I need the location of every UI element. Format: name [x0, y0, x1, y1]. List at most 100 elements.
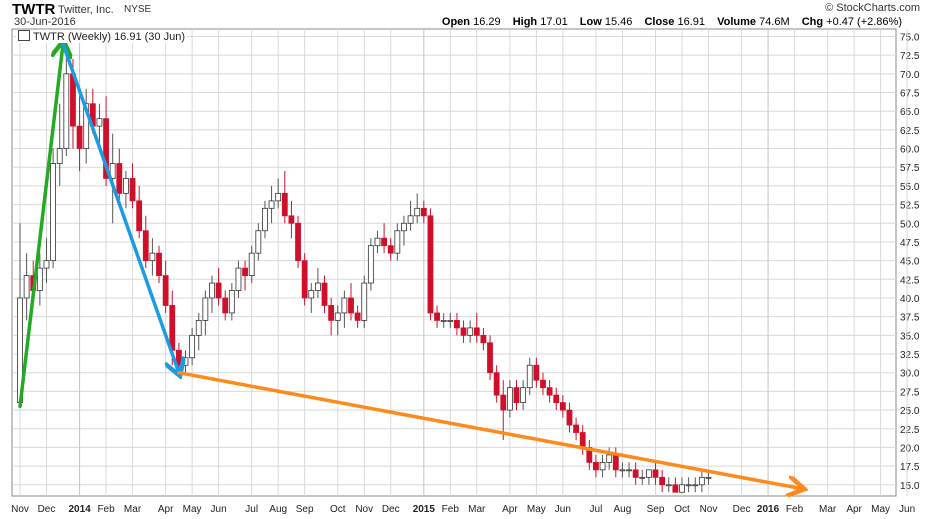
candle-body [341, 297, 348, 314]
stat-value-chg: +0.47 (+2.86%) [826, 16, 902, 28]
candle-body [262, 207, 268, 232]
y-tick-label: 20.0 [900, 443, 920, 454]
trend-arrow-orange [177, 370, 801, 489]
candle-body [626, 469, 632, 472]
candle-body [255, 230, 262, 254]
candle-body [679, 484, 685, 493]
x-tick-label: Sep [296, 504, 314, 515]
chart-header: TWTR Twitter, Inc. NYSE 30-Jun-2016 © St… [6, 0, 924, 30]
x-tick-label: Jul [590, 504, 603, 515]
candle-body [566, 409, 573, 426]
y-tick-label: 60.0 [900, 145, 920, 156]
candlestick-legend-icon [18, 30, 30, 41]
stat-label-volume: Volume [717, 16, 756, 28]
x-tick-label: May [527, 504, 546, 515]
candle-body [334, 312, 341, 321]
y-tick-label: 47.5 [900, 238, 920, 249]
candle-body [182, 357, 189, 366]
candle-body [394, 230, 401, 254]
candle-body [500, 394, 507, 411]
candle-body [593, 461, 599, 471]
candle-body [546, 387, 553, 396]
price-stats: Open 16.29 High 17.01 Low 15.46 Close 16… [442, 16, 902, 28]
candle-body [361, 282, 368, 321]
x-tick-label: Mar [819, 504, 837, 515]
candle-body [420, 207, 427, 217]
candle-body [692, 484, 699, 487]
x-tick-label: Jun [211, 504, 227, 515]
candle-body [202, 297, 209, 321]
candle-body [308, 290, 315, 299]
candle-body [646, 469, 652, 478]
candle-body [526, 364, 533, 389]
ticker-symbol: TWTR [12, 1, 56, 18]
x-tick-label: Apr [502, 504, 518, 515]
y-tick-label: 37.5 [900, 313, 920, 324]
legend-text: TWTR (Weekly) 16.91 (30 Jun) [33, 31, 186, 43]
x-tick-label: Nov [700, 504, 718, 515]
trend-arrow-green [18, 44, 63, 409]
chart-legend: TWTR (Weekly) 16.91 (30 Jun) [16, 30, 188, 43]
y-tick-label: 15.0 [900, 481, 920, 492]
y-tick-label: 50.0 [900, 219, 920, 230]
y-tick-label: 55.0 [900, 182, 920, 193]
x-tick-label: Apr [846, 504, 862, 515]
candle-body [43, 260, 50, 269]
x-tick-label: Oct [330, 504, 346, 515]
credit-text[interactable]: © StockCharts.com [825, 2, 920, 14]
x-tick-label: Mar [468, 504, 486, 515]
candle-body [520, 387, 527, 404]
candle-body [235, 267, 242, 291]
x-tick-label: Feb [97, 504, 115, 515]
candle-body [129, 178, 136, 202]
candle-body [23, 275, 30, 299]
candle-body [407, 215, 414, 224]
x-tick-label: Feb [786, 504, 804, 515]
candle-body [540, 379, 546, 389]
candle-body [156, 252, 162, 276]
candle-body [242, 267, 248, 276]
candle-body [281, 192, 288, 217]
candle-body [76, 125, 83, 149]
y-tick-label: 45.0 [900, 257, 920, 268]
candle-body [162, 275, 169, 306]
y-tick-label: 40.0 [900, 294, 920, 305]
candle-body [427, 215, 434, 314]
x-tick-label: Dec [38, 504, 56, 515]
candle-body [36, 267, 43, 291]
candle-body [228, 290, 235, 314]
y-tick-label: 25.0 [900, 406, 920, 417]
candle-body [56, 148, 63, 164]
candle-body [149, 252, 156, 262]
candle-body [685, 484, 692, 487]
candle-body [440, 320, 447, 322]
candle-body [169, 305, 176, 351]
candle-body [606, 454, 613, 463]
candle-body [652, 469, 659, 478]
candle-body [665, 484, 672, 487]
candle-body [659, 476, 666, 486]
candle-body [63, 73, 70, 149]
candle-body [487, 342, 493, 374]
y-tick-label: 52.5 [900, 201, 920, 212]
candle-body [473, 327, 480, 336]
candle-body [639, 476, 646, 479]
candle-body [506, 387, 513, 411]
x-tick-label: Jun [899, 504, 915, 515]
candle-body [123, 178, 129, 194]
candle-body [103, 118, 109, 179]
x-tick-label: Jul [245, 504, 258, 515]
x-tick-label: Mar [124, 504, 142, 515]
candle-body [301, 260, 308, 299]
candle-body [50, 163, 56, 262]
candle-body [142, 230, 149, 262]
candle-body [195, 320, 202, 336]
y-tick-label: 62.5 [900, 126, 920, 137]
x-tick-label: Aug [614, 504, 632, 515]
y-tick-label: 27.5 [900, 387, 920, 398]
candle-body [248, 252, 255, 276]
y-tick-label: 65.0 [900, 107, 920, 118]
candle-body [295, 222, 301, 262]
candle-body [288, 215, 295, 224]
stat-label-high: High [512, 16, 538, 28]
